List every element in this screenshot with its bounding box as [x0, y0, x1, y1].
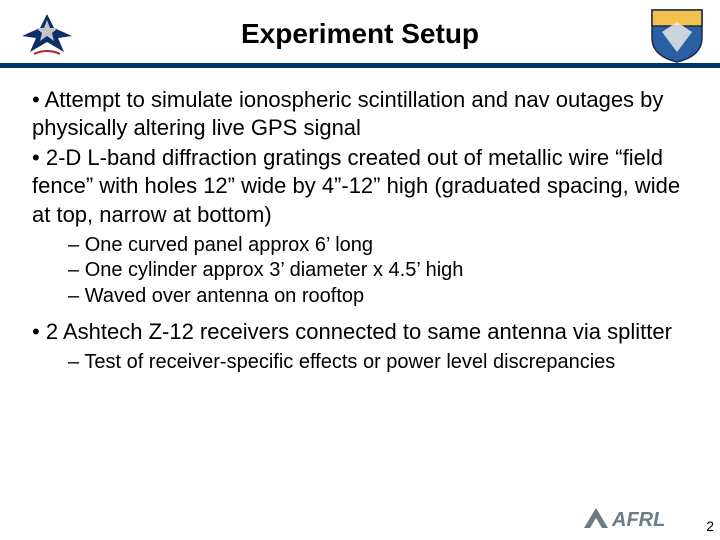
bullet-item: • Attempt to simulate ionospheric scinti… [24, 86, 696, 142]
sub-bullet-list: One curved panel approx 6’ long One cyli… [24, 233, 696, 310]
afrl-text: AFRL [611, 509, 665, 531]
header-divider [0, 63, 720, 68]
bullet-item: • 2 Ashtech Z-12 receivers connected to … [24, 318, 696, 346]
page-number: 2 [706, 518, 714, 534]
slide-title: Experiment Setup [0, 0, 720, 50]
bullet-marker: • [32, 87, 45, 112]
sub-bullet-item: One curved panel approx 6’ long [68, 233, 696, 259]
slide-content: • Attempt to simulate ionospheric scinti… [0, 68, 720, 375]
afrl-footer-icon: AFRL [582, 504, 692, 532]
sub-bullet-item: Waved over antenna on rooftop [68, 284, 696, 310]
bullet-marker: • [32, 319, 46, 344]
bullet-marker: • [32, 145, 46, 170]
sub-bullet-text: One cylinder approx 3’ diameter x 4.5’ h… [85, 259, 464, 281]
sub-bullet-item: One cylinder approx 3’ diameter x 4.5’ h… [68, 258, 696, 284]
bullet-text: Attempt to simulate ionospheric scintill… [32, 87, 663, 140]
usaf-wings-icon [12, 6, 82, 62]
bullet-text: 2-D L-band diffraction gratings created … [32, 145, 680, 226]
sub-bullet-text: Waved over antenna on rooftop [85, 285, 364, 307]
slide-header: Experiment Setup [0, 0, 720, 68]
sub-bullet-text: Test of receiver-specific effects or pow… [84, 351, 615, 373]
bullet-text: 2 Ashtech Z-12 receivers connected to sa… [46, 319, 672, 344]
sub-bullet-list: Test of receiver-specific effects or pow… [24, 350, 696, 376]
afrl-shield-icon [646, 4, 708, 64]
sub-bullet-text: One curved panel approx 6’ long [85, 234, 373, 256]
bullet-item: • 2-D L-band diffraction gratings create… [24, 144, 696, 228]
sub-bullet-item: Test of receiver-specific effects or pow… [68, 350, 696, 376]
